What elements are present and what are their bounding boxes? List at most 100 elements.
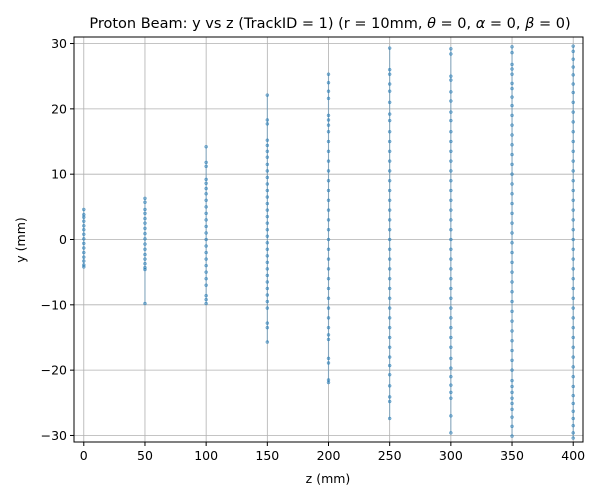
data-point bbox=[265, 122, 270, 126]
data-point bbox=[510, 401, 514, 406]
data-point bbox=[571, 90, 575, 95]
data-point bbox=[510, 231, 514, 235]
data-point bbox=[265, 280, 270, 284]
data-point bbox=[571, 110, 575, 114]
data-point bbox=[571, 57, 575, 61]
data-point bbox=[265, 321, 270, 325]
data-point bbox=[510, 50, 514, 55]
data-point bbox=[449, 52, 453, 56]
data-points bbox=[82, 44, 575, 440]
data-point bbox=[387, 218, 392, 222]
data-point bbox=[265, 293, 270, 297]
data-point bbox=[204, 257, 208, 261]
data-point bbox=[571, 423, 575, 428]
data-point bbox=[571, 325, 575, 330]
data-point bbox=[571, 178, 575, 183]
data-point bbox=[510, 290, 514, 294]
data-point bbox=[387, 276, 392, 281]
y-tick-label: 20 bbox=[51, 101, 67, 116]
data-point bbox=[265, 195, 270, 199]
data-point bbox=[204, 177, 208, 182]
data-point bbox=[265, 286, 270, 291]
data-point bbox=[449, 129, 453, 134]
data-point bbox=[204, 160, 208, 165]
data-point bbox=[326, 96, 331, 101]
data-point bbox=[387, 316, 392, 320]
data-point bbox=[143, 247, 147, 252]
data-point bbox=[571, 100, 575, 105]
data-point bbox=[265, 306, 270, 310]
data-point bbox=[204, 192, 208, 196]
data-point bbox=[204, 205, 208, 209]
data-point bbox=[143, 252, 147, 257]
data-point bbox=[510, 221, 514, 225]
data-point bbox=[571, 401, 575, 406]
chart-title-eq-alpha: = 0, bbox=[485, 16, 525, 32]
data-point bbox=[326, 356, 331, 361]
data-point bbox=[265, 234, 270, 238]
data-point bbox=[449, 390, 453, 395]
data-point bbox=[204, 283, 208, 287]
data-point bbox=[571, 149, 575, 154]
data-point bbox=[326, 80, 331, 85]
data-point bbox=[265, 340, 270, 344]
data-point bbox=[326, 378, 331, 382]
y-axis-label: y (mm) bbox=[13, 217, 28, 262]
data-point bbox=[571, 335, 575, 340]
data-point bbox=[571, 355, 575, 359]
data-point bbox=[387, 372, 392, 377]
data-point bbox=[265, 299, 270, 304]
x-axis-label: z (mm) bbox=[306, 471, 351, 486]
data-point bbox=[326, 306, 331, 310]
data-point bbox=[571, 198, 575, 203]
data-point bbox=[510, 250, 514, 255]
x-tick-label: 100 bbox=[194, 448, 218, 463]
data-point bbox=[449, 335, 453, 340]
data-point bbox=[204, 301, 208, 306]
data-point bbox=[510, 270, 514, 274]
data-point bbox=[265, 214, 270, 219]
data-point bbox=[571, 82, 575, 86]
data-point bbox=[326, 72, 331, 76]
data-point bbox=[449, 78, 453, 82]
data-point bbox=[449, 74, 453, 78]
data-point bbox=[326, 208, 331, 212]
data-point bbox=[82, 224, 86, 228]
data-point bbox=[510, 424, 514, 429]
data-point bbox=[387, 188, 392, 193]
data-point bbox=[510, 407, 514, 412]
data-point bbox=[571, 436, 575, 440]
data-point bbox=[510, 103, 514, 108]
data-point bbox=[387, 257, 392, 261]
data-point bbox=[326, 337, 331, 342]
data-point bbox=[326, 325, 331, 330]
data-point bbox=[387, 82, 392, 86]
data-point bbox=[387, 89, 392, 93]
data-point bbox=[449, 247, 453, 252]
data-point bbox=[204, 198, 208, 203]
data-point bbox=[143, 242, 147, 246]
data-point bbox=[571, 73, 575, 77]
data-point bbox=[265, 175, 270, 180]
data-point bbox=[449, 276, 453, 281]
data-point bbox=[143, 237, 147, 241]
data-point bbox=[571, 139, 575, 144]
data-point bbox=[82, 219, 86, 223]
data-point bbox=[571, 431, 575, 435]
data-point bbox=[510, 390, 514, 395]
data-point bbox=[449, 383, 453, 387]
data-point bbox=[571, 316, 575, 320]
data-point bbox=[265, 182, 270, 186]
data-point bbox=[571, 296, 575, 301]
data-point bbox=[265, 93, 270, 97]
data-point bbox=[326, 237, 331, 242]
data-point bbox=[326, 188, 331, 193]
data-point bbox=[449, 149, 453, 154]
data-point bbox=[571, 159, 575, 163]
data-point bbox=[449, 47, 453, 51]
data-point bbox=[449, 257, 453, 261]
x-tick-label: 250 bbox=[378, 448, 402, 463]
data-point bbox=[510, 152, 514, 157]
data-point bbox=[387, 198, 392, 203]
